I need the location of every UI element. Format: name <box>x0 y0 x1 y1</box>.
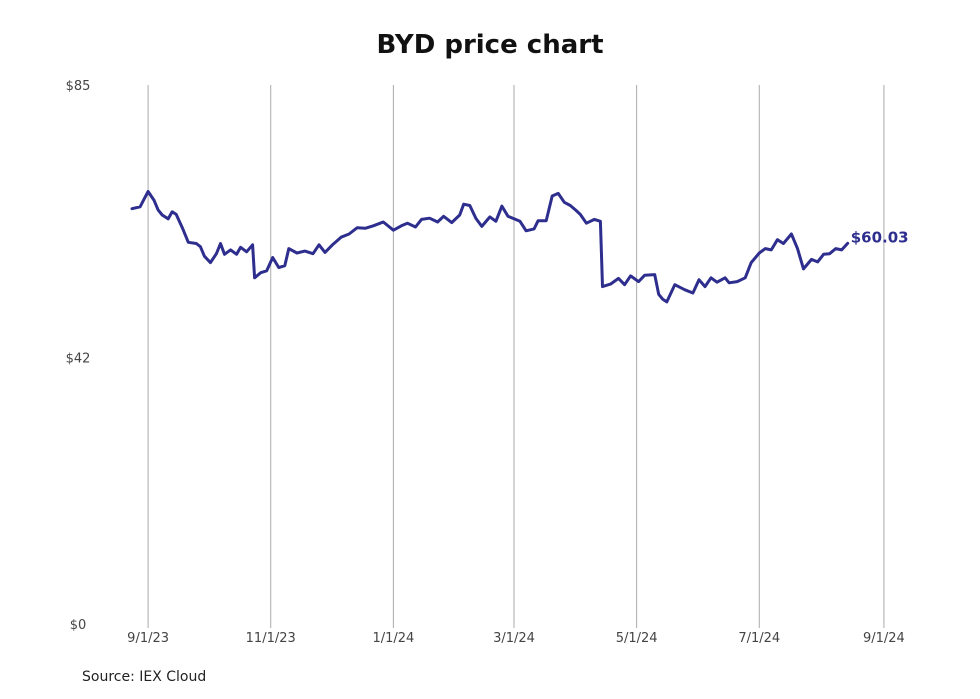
last-value-label: $60.03 <box>851 228 909 246</box>
y-tick-label: $85 <box>66 79 91 94</box>
source-note: Source: IEX Cloud <box>82 669 207 685</box>
x-tick-label: 9/1/23 <box>127 631 169 646</box>
y-tick-label: $0 <box>70 618 87 633</box>
series-layer <box>130 190 850 304</box>
x-tick-label: 11/1/23 <box>246 631 296 646</box>
x-tick-label: 5/1/24 <box>616 631 658 646</box>
x-tick-label: 9/1/24 <box>863 631 905 646</box>
data-labels: $60.03 <box>851 228 909 246</box>
price-line <box>130 190 850 304</box>
y-axis-ticks: $85 $42 $0 <box>66 79 91 633</box>
x-tick-label: 3/1/24 <box>493 631 535 646</box>
chart-title: BYD price chart <box>376 30 604 60</box>
x-tick-label: 7/1/24 <box>738 631 780 646</box>
x-axis-ticks: 9/1/23 11/1/23 1/1/24 3/1/24 5/1/24 7/1/24 9/1… <box>127 631 905 646</box>
vertical-grid <box>147 85 885 628</box>
x-tick-label: 1/1/24 <box>372 631 414 646</box>
y-tick-label: $42 <box>66 352 91 367</box>
